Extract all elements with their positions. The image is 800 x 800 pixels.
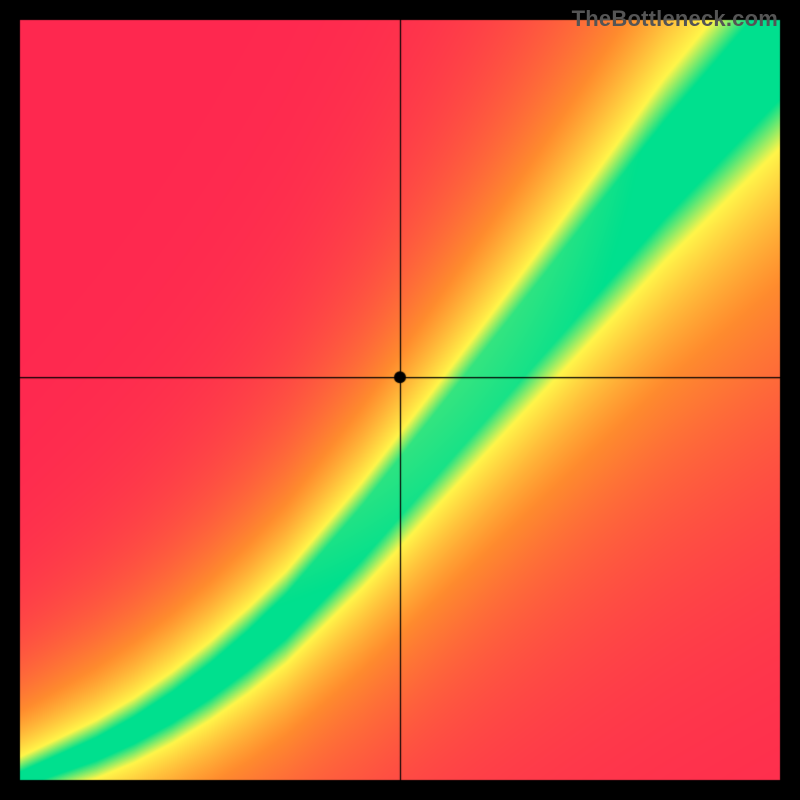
chart-container: TheBottleneck.com — [0, 0, 800, 800]
bottleneck-heatmap-canvas — [0, 0, 800, 800]
watermark-text: TheBottleneck.com — [572, 6, 778, 32]
